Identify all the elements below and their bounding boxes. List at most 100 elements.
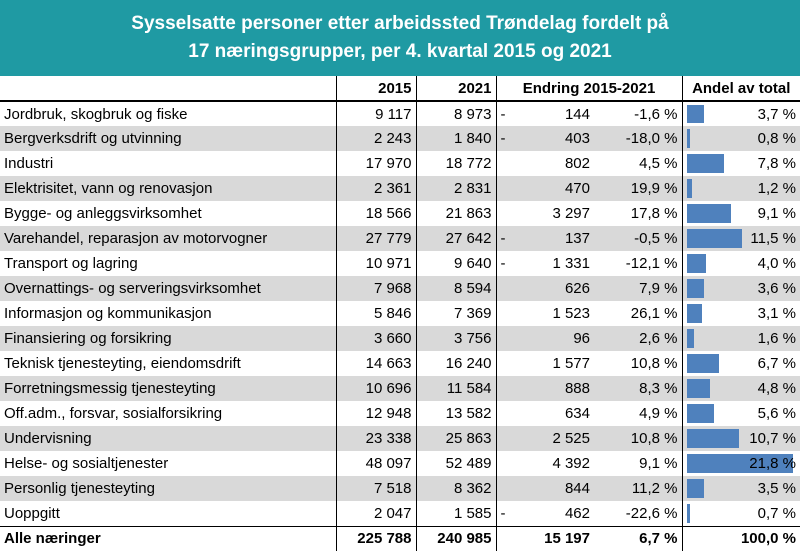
- table-row: Jordbruk, skogbruk og fiske 9 117 8 973-14…: [0, 101, 800, 126]
- change-pct: -0,5 %: [594, 226, 682, 251]
- share-bar: [686, 504, 690, 523]
- change-sign: [495, 426, 510, 451]
- share-value: 7,8 %: [757, 155, 796, 172]
- share-cell: 4,8 %: [681, 376, 800, 401]
- table-footer: Alle næringer 225 788 240 985 15 197 6,7…: [0, 525, 800, 551]
- share-bar: [686, 404, 714, 423]
- change-pct: -22,6 %: [594, 501, 682, 526]
- value-2015: 14 663: [335, 351, 416, 376]
- industry-name: Personlig tjenesteyting: [0, 476, 336, 501]
- total-share: 100,0 %: [681, 525, 800, 551]
- total-2021: 240 985: [415, 525, 496, 551]
- value-2021: 8 594: [415, 276, 496, 301]
- table-row: Bygge- og anleggsvirksomhet 18 566 21 863 3…: [0, 201, 800, 226]
- total-sign: [495, 525, 510, 551]
- share-cell: 3,6 %: [681, 276, 800, 301]
- share-bar: [686, 105, 705, 123]
- table-row: Elektrisitet, vann og renovasjon 2 361 2 8…: [0, 176, 800, 201]
- value-2021: 8 973: [415, 101, 496, 126]
- table-row: Undervisning 23 338 25 863 2 525 10,8 % 10,7 …: [0, 426, 800, 451]
- change-sign: [495, 301, 510, 326]
- industry-name: Bergverksdrift og utvinning: [0, 126, 336, 151]
- share-value: 3,7 %: [757, 105, 796, 123]
- total-change-abs: 15 197: [510, 525, 594, 551]
- header-2015: 2015: [335, 76, 416, 102]
- change-abs: 3 297: [510, 201, 594, 226]
- value-2015: 2 047: [335, 501, 416, 526]
- industry-name: Helse- og sosialtjenester: [0, 451, 336, 476]
- industry-name: Elektrisitet, vann og renovasjon: [0, 176, 336, 201]
- change-pct: 26,1 %: [594, 301, 682, 326]
- table-row: Bergverksdrift og utvinning 2 243 1 840-40…: [0, 126, 800, 151]
- table-row: Personlig tjenesteyting 7 518 8 362 844 11,2…: [0, 476, 800, 501]
- change-abs: 2 525: [510, 426, 594, 451]
- value-2015: 48 097: [335, 451, 416, 476]
- header-change: Endring 2015-2021: [495, 76, 682, 102]
- value-2015: 2 243: [335, 126, 416, 151]
- share-cell: 6,7 %: [681, 351, 800, 376]
- change-abs: 1 577: [510, 351, 594, 376]
- value-2021: 21 863: [415, 201, 496, 226]
- industry-name: Uoppgitt: [0, 501, 336, 526]
- change-sign: -: [495, 251, 510, 276]
- change-sign: [495, 476, 510, 501]
- share-bar: [686, 479, 704, 498]
- change-abs: 462: [510, 501, 594, 526]
- value-2015: 12 948: [335, 401, 416, 426]
- share-value: 6,7 %: [757, 355, 796, 372]
- table-body: Jordbruk, skogbruk og fiske 9 117 8 973-14…: [0, 101, 800, 526]
- share-cell: 10,7 %: [681, 426, 800, 451]
- share-cell: 3,7 %: [681, 101, 800, 126]
- table-row: Helse- og sosialtjenester 48 097 52 489 4 3…: [0, 451, 800, 476]
- total-change-pct: 6,7 %: [594, 525, 682, 551]
- industry-name: Teknisk tjenesteyting, eiendomsdrift: [0, 351, 336, 376]
- employment-table: 2015 2021 Endring 2015-2021 Andel av tot…: [0, 76, 800, 551]
- value-2015: 5 846: [335, 301, 416, 326]
- change-pct: 7,9 %: [594, 276, 682, 301]
- value-2015: 17 970: [335, 151, 416, 176]
- table-row: Overnattings- og serveringsvirksomhet 7 9…: [0, 276, 800, 301]
- value-2021: 11 584: [415, 376, 496, 401]
- industry-name: Transport og lagring: [0, 251, 336, 276]
- change-sign: -: [495, 101, 510, 126]
- table-row: Finansiering og forsikring 3 660 3 756 96 2,…: [0, 326, 800, 351]
- value-2015: 7 518: [335, 476, 416, 501]
- share-cell: 0,7 %: [681, 501, 800, 526]
- share-bar: [686, 354, 720, 373]
- share-value: 1,2 %: [757, 180, 796, 197]
- share-bar: [686, 454, 793, 473]
- share-bar: [686, 229, 743, 248]
- share-bar: [686, 204, 731, 223]
- change-sign: [495, 151, 510, 176]
- value-2015: 9 117: [335, 101, 416, 126]
- change-pct: 11,2 %: [594, 476, 682, 501]
- share-bar: [686, 129, 691, 148]
- share-cell: 4,0 %: [681, 251, 800, 276]
- table-row: Varehandel, reparasjon av motorvogner 27 …: [0, 226, 800, 251]
- share-bar: [686, 379, 710, 398]
- share-cell: 21,8 %: [681, 451, 800, 476]
- value-2021: 25 863: [415, 426, 496, 451]
- value-2021: 8 362: [415, 476, 496, 501]
- industry-name: Overnattings- og serveringsvirksomhet: [0, 276, 336, 301]
- value-2021: 1 840: [415, 126, 496, 151]
- share-value: 3,1 %: [757, 305, 796, 322]
- industry-name: Forretningsmessig tjenesteyting: [0, 376, 336, 401]
- share-cell: 1,6 %: [681, 326, 800, 351]
- share-value: 5,6 %: [757, 405, 796, 422]
- change-abs: 144: [510, 101, 594, 126]
- change-pct: 8,3 %: [594, 376, 682, 401]
- share-bar: [686, 304, 702, 323]
- value-2021: 9 640: [415, 251, 496, 276]
- value-2015: 7 968: [335, 276, 416, 301]
- industry-name: Finansiering og forsikring: [0, 326, 336, 351]
- value-2021: 18 772: [415, 151, 496, 176]
- value-2015: 3 660: [335, 326, 416, 351]
- change-abs: 802: [510, 151, 594, 176]
- share-bar: [686, 279, 704, 298]
- change-abs: 1 523: [510, 301, 594, 326]
- share-cell: 5,6 %: [681, 401, 800, 426]
- change-pct: 10,8 %: [594, 426, 682, 451]
- share-cell: 3,1 %: [681, 301, 800, 326]
- table-row: Teknisk tjenesteyting, eiendomsdrift 14 6…: [0, 351, 800, 376]
